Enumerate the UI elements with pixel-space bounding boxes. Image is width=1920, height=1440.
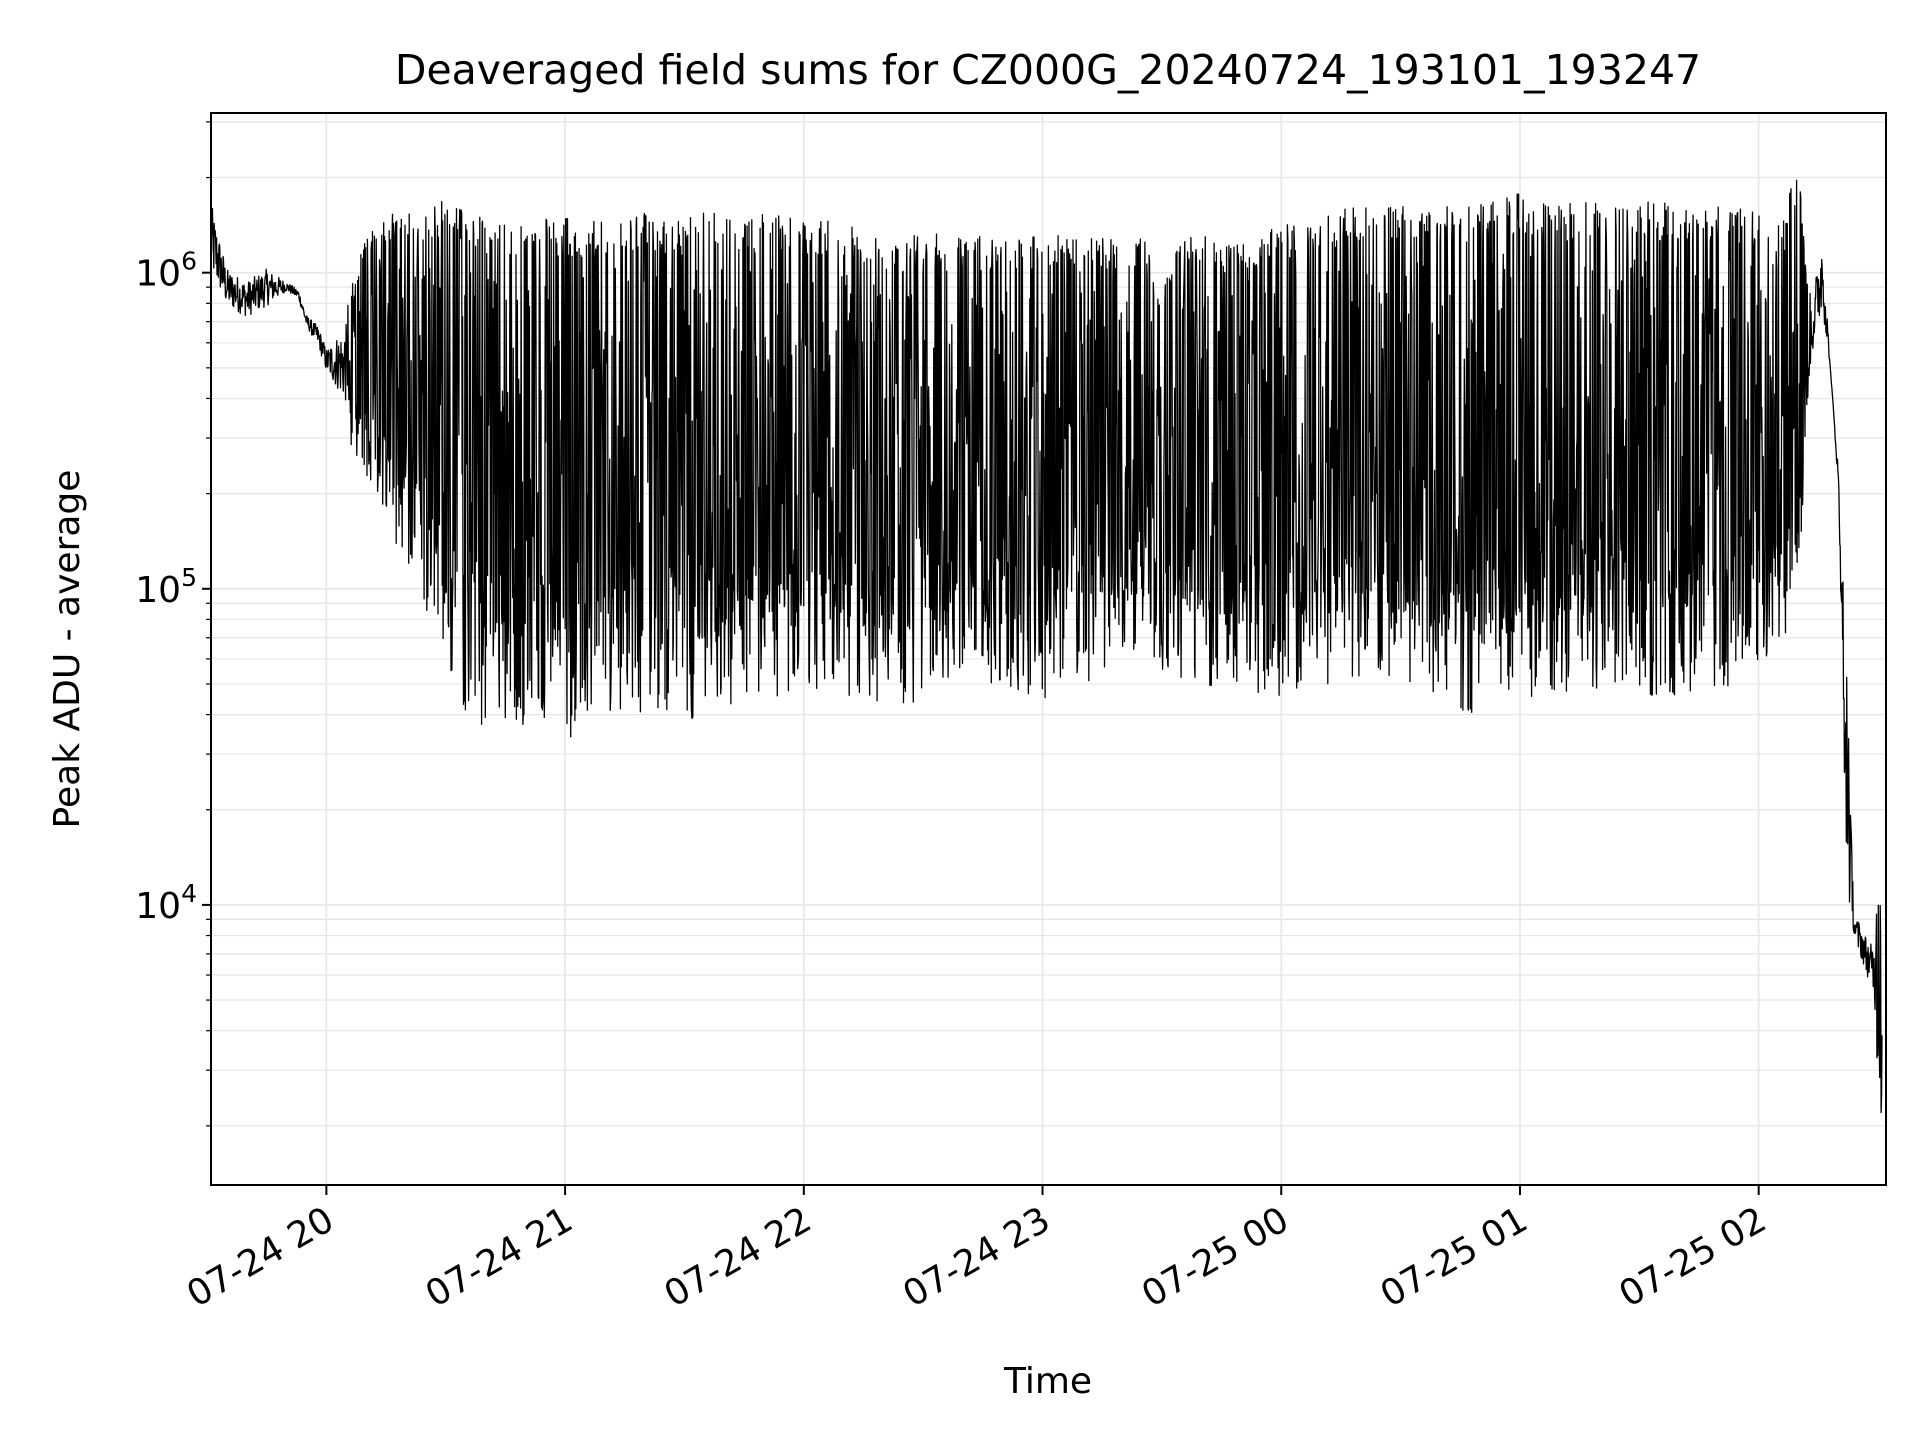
chart-title: Deaveraged field sums for CZ000G_2024072… [395, 46, 1701, 94]
plot-frame [210, 112, 1887, 1186]
y-axis: 104 105 106 [135, 121, 211, 1127]
x-axis-label: Time [1003, 1361, 1092, 1402]
y-axis-label: Peak ADU - average [47, 470, 88, 829]
y-tick-label: 104 [135, 879, 197, 927]
series-line [210, 179, 1883, 1114]
y-tick-label: 106 [135, 247, 197, 295]
y-tick-label: 105 [135, 563, 197, 611]
